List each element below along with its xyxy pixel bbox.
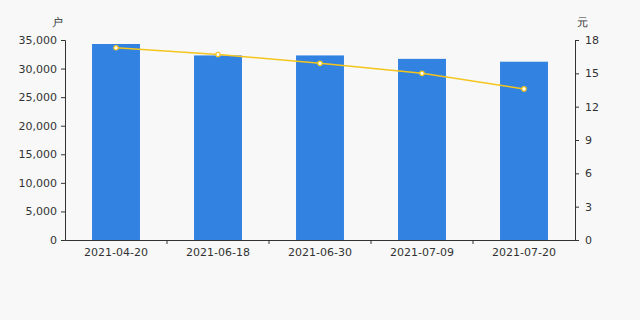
tick-label: 5,000 — [26, 205, 58, 218]
yticks-axis-line — [61, 41, 66, 241]
tick-label: 18 — [585, 34, 599, 47]
tick-label: 35,000 — [19, 34, 58, 47]
tick-label: 25,000 — [19, 91, 58, 104]
tick-label: 9 — [585, 134, 592, 147]
data-layer — [92, 44, 548, 240]
y2-axis-title: 元 — [577, 16, 588, 29]
bar — [92, 44, 140, 240]
tick: 0 — [50, 234, 65, 247]
tick-label: 2021-06-18 — [186, 246, 250, 259]
tick-label: 2021-07-20 — [492, 246, 556, 259]
tick: 2021-07-20 — [492, 240, 556, 259]
tick: 25,000 — [19, 91, 66, 104]
chart: 0 5,000 10,000 15,000 20,000 25,000 30,000 35,0… — [0, 0, 640, 320]
tick: 15 — [575, 67, 599, 80]
line — [116, 48, 524, 89]
tick: 2021-07-09 — [390, 240, 454, 259]
plot: 0 5,000 10,000 15,000 20,000 25,000 30,000 35,0… — [19, 34, 600, 259]
bar — [398, 59, 446, 240]
tick: 12 — [575, 101, 599, 114]
tick-label: 15 — [585, 67, 599, 80]
category-divider — [371, 240, 372, 244]
tick: 20,000 — [19, 120, 66, 133]
tick: 2021-06-18 — [186, 240, 250, 259]
tick: 35,000 — [19, 34, 66, 47]
tick-mark — [61, 126, 65, 127]
marker — [420, 71, 424, 75]
x-axis: 2021-04-20 2021-06-18 2021-06-30 2021-07-09… — [66, 240, 576, 259]
bar — [194, 55, 242, 240]
marker — [522, 87, 526, 91]
yticks-axis: 0 5,000 10,000 15,000 20,000 25,000 30,000 35,0… — [19, 34, 66, 247]
tick-mark — [61, 69, 65, 70]
tick-label: 2021-07-09 — [390, 246, 454, 259]
tick-mark — [61, 183, 65, 184]
x-axis-line — [66, 240, 576, 241]
tick-label: 0 — [585, 234, 592, 247]
tick-mark — [61, 40, 65, 41]
tick-mark — [575, 40, 579, 41]
tick-label: 6 — [585, 167, 592, 180]
tick-label: 20,000 — [19, 120, 58, 133]
tick: 2021-06-30 — [288, 240, 352, 259]
marker — [114, 46, 118, 50]
tick: 0 — [575, 234, 592, 247]
tick-mark — [575, 207, 579, 208]
tick: 5,000 — [26, 205, 66, 218]
bar — [296, 55, 344, 240]
tick-label: 2021-06-30 — [288, 246, 352, 259]
tick-mark — [575, 73, 579, 74]
tick: 9 — [575, 134, 592, 147]
tick-label: 2021-04-20 — [84, 246, 148, 259]
tick-mark — [61, 211, 65, 212]
tick-label: 0 — [50, 234, 57, 247]
tick: 30,000 — [19, 63, 66, 76]
tick-mark — [61, 240, 65, 241]
tick: 2021-04-20 — [84, 240, 148, 259]
tick-mark — [575, 140, 579, 141]
tick: 3 — [575, 201, 592, 214]
tick: 10,000 — [19, 177, 66, 190]
category-divider — [473, 240, 474, 244]
tick-label: 12 — [585, 101, 599, 114]
tick-mark — [575, 173, 579, 174]
tick: 18 — [575, 34, 599, 47]
tick-mark — [61, 97, 65, 98]
category-divider — [167, 240, 168, 244]
tick: 6 — [575, 167, 592, 180]
tick-label: 15,000 — [19, 148, 58, 161]
y-axis-title: 户 — [52, 16, 63, 29]
marker — [318, 61, 322, 65]
tick-label: 3 — [585, 201, 592, 214]
tick-label: 10,000 — [19, 177, 58, 190]
marker — [216, 52, 220, 56]
category-divider — [269, 240, 270, 244]
tick-mark — [575, 107, 579, 108]
tick-mark — [575, 240, 579, 241]
tick-label: 30,000 — [19, 63, 58, 76]
tick: 15,000 — [19, 148, 66, 161]
tick-mark — [61, 154, 65, 155]
background — [0, 0, 640, 320]
bar — [500, 62, 548, 240]
y2ticks-axis: 0 3 6 9 12 15 18 — [575, 34, 599, 247]
y2ticks-axis-line — [576, 41, 580, 241]
